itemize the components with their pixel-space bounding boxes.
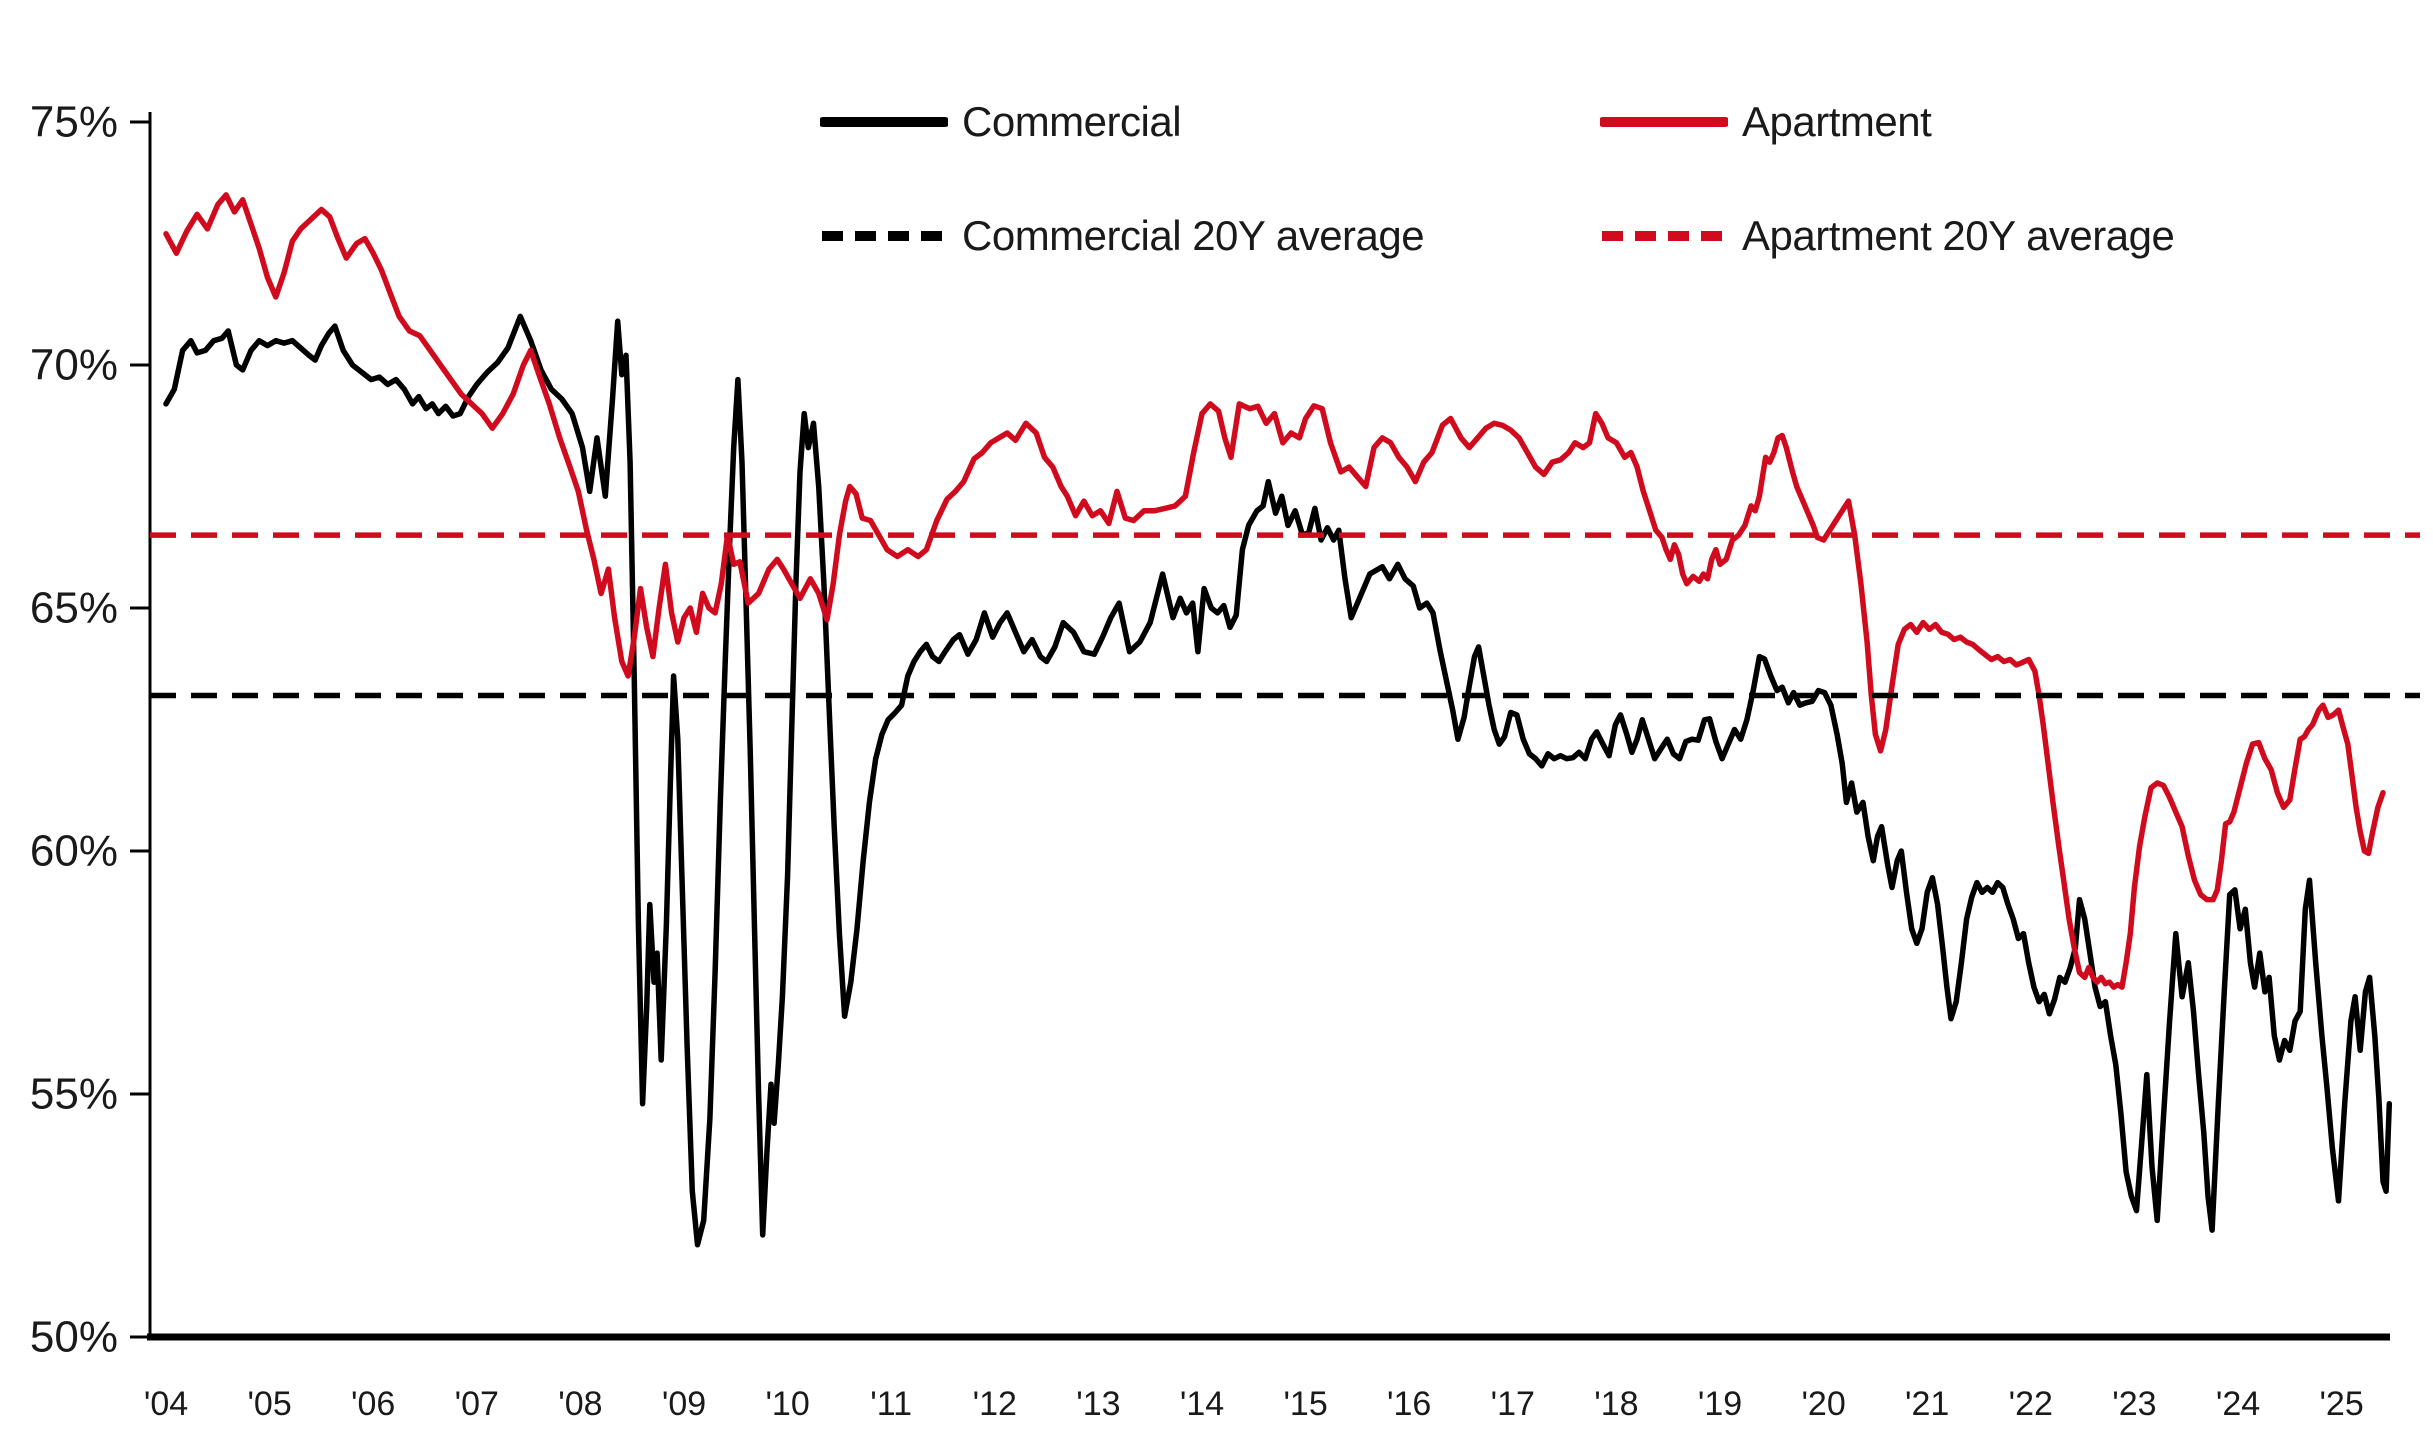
x-axis-tick-label: '09 bbox=[662, 1385, 706, 1423]
legend-label-apartment-20y-average: Apartment 20Y average bbox=[1742, 212, 2175, 259]
legend-item-apartment-20y-average: Apartment 20Y average bbox=[1600, 212, 2175, 259]
x-axis-tick-label: '13 bbox=[1076, 1385, 1120, 1423]
y-axis-tick-label: 75% bbox=[30, 98, 118, 147]
x-axis-tick-label: '20 bbox=[1801, 1385, 1845, 1423]
x-axis-tick-label: '16 bbox=[1387, 1385, 1431, 1423]
y-axis-tick-label: 70% bbox=[30, 341, 118, 390]
x-axis-tick-label: '18 bbox=[1594, 1385, 1638, 1423]
apartment-line-swatch bbox=[1600, 117, 1728, 127]
x-axis-tick-label: '12 bbox=[973, 1385, 1017, 1423]
y-axis-tick-label: 55% bbox=[30, 1070, 118, 1119]
y-axis-tick-label: 60% bbox=[30, 827, 118, 876]
apartment-average-dashed-swatch bbox=[1602, 231, 1726, 241]
legend-item-commercial: Commercial bbox=[820, 98, 1182, 145]
x-axis-tick-label: '14 bbox=[1180, 1385, 1224, 1423]
x-axis-tick-label: '08 bbox=[558, 1385, 602, 1423]
y-axis-tick-label: 50% bbox=[30, 1313, 118, 1362]
x-axis-tick-label: '11 bbox=[870, 1385, 912, 1423]
x-axis-tick-label: '19 bbox=[1698, 1385, 1742, 1423]
x-axis-tick-label: '24 bbox=[2216, 1385, 2260, 1423]
legend-label-commercial-20y-average: Commercial 20Y average bbox=[962, 212, 1425, 259]
legend-item-commercial-20y-average: Commercial 20Y average bbox=[820, 212, 1425, 259]
x-axis-tick-label: '04 bbox=[144, 1385, 188, 1423]
x-axis-tick-label: '06 bbox=[351, 1385, 395, 1423]
x-axis-tick-label: '10 bbox=[765, 1385, 809, 1423]
x-axis-tick-label: '21 bbox=[1905, 1385, 1949, 1423]
x-axis-tick-label: '23 bbox=[2112, 1385, 2156, 1423]
legend-label-apartment: Apartment bbox=[1742, 98, 1932, 145]
x-axis-tick-label: '15 bbox=[1283, 1385, 1327, 1423]
legend-item-apartment: Apartment bbox=[1600, 98, 1932, 145]
commercial-line-swatch bbox=[820, 117, 948, 127]
x-axis-tick-label: '22 bbox=[2009, 1385, 2053, 1423]
x-axis-tick-label: '05 bbox=[247, 1385, 291, 1423]
x-axis-tick-label: '25 bbox=[2319, 1385, 2363, 1423]
apartment-series-line bbox=[163, 192, 2386, 990]
x-axis-tick-label: '07 bbox=[455, 1385, 499, 1423]
commercial-average-dashed-swatch bbox=[822, 231, 946, 241]
commercial-series-line bbox=[163, 313, 2393, 1248]
legend-label-commercial: Commercial bbox=[962, 98, 1182, 145]
x-axis-tick-label: '17 bbox=[1491, 1385, 1535, 1423]
y-axis-tick-label: 65% bbox=[30, 584, 118, 633]
